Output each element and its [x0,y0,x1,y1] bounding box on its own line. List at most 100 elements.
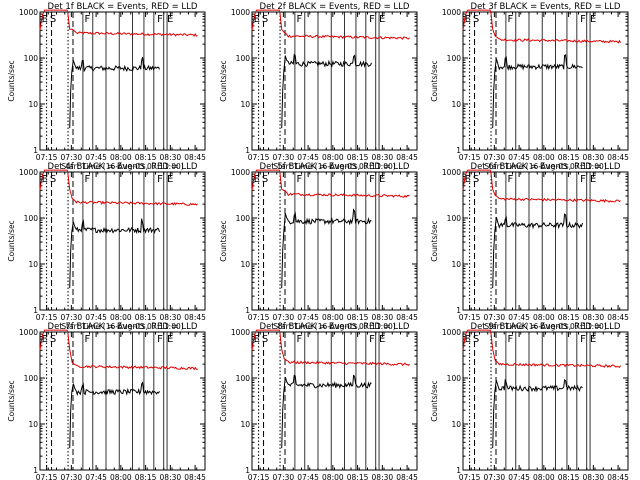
x-tick-label: 07:15 [459,313,481,322]
x-tick-label: 07:30 [273,313,295,322]
y-tick-label: 10 [28,420,38,429]
y-tick-label: 100 [236,374,251,383]
y-tick-label: 1000 [442,8,461,17]
y-tick-label: 1000 [19,168,38,177]
x-tick-label: 08:30 [583,313,605,322]
y-tick-label: 100 [24,54,39,63]
marker-letter: F [369,174,375,185]
events-series-line [69,56,160,129]
y-tick-label: 1 [245,306,250,315]
y-axis-label: Counts/sec [430,220,439,261]
marker-letter: F [297,334,303,345]
x-tick-label: 08:00 [322,473,344,480]
x-tick-label: 08:15 [135,313,157,322]
x-tick-label: 08:15 [135,473,157,480]
y-tick-label: 100 [447,214,462,223]
x-tick-label: 08:00 [322,313,344,322]
x-tick-label: 08:00 [110,473,132,480]
marker-letter: E [465,334,471,345]
panel-5: Det 5f BLACK = Events, RED = LLD 1 10 100 10… [219,162,418,331]
x-tick-label: 08:15 [347,473,369,480]
marker-letter: S [473,334,479,345]
x-tick-label: 08:45 [607,473,629,480]
plot-frame [462,331,629,471]
x-tick-label: 07:30 [273,473,295,480]
x-tick-label: 08:30 [372,473,394,480]
y-tick-label: 1 [456,306,461,315]
y-tick-label: 1000 [442,168,461,177]
x-tick-label: 08:30 [583,153,605,162]
plot-frame [39,11,206,151]
events-series-line [281,208,372,289]
lld-series-line [462,329,622,368]
x-tick-label: 08:00 [110,153,132,162]
marker-letter: F [157,174,163,185]
marker-letter: E [379,14,385,25]
y-axis-label: Counts/sec [219,380,228,421]
y-axis-label: Counts/sec [7,220,16,261]
events-series-line [492,54,583,129]
events-series-line [492,379,583,449]
x-axis-label: Start Time (16-Aug-05 07:11:00) [273,162,395,171]
panel-9: Det 9f BLACK = Events, RED = LLD 1 10 100 10… [430,322,629,480]
plot-frame [462,11,629,151]
plot-frame [251,331,418,471]
x-tick-label: 07:30 [61,153,83,162]
plot-frame [39,331,206,471]
marker-letter: S [473,14,479,25]
marker-letter: F [297,14,303,25]
lld-series-line [462,9,622,44]
y-axis-label: Counts/sec [7,60,16,101]
marker-letter: S [262,334,268,345]
marker-letter: F [85,334,91,345]
x-tick-label: 08:45 [184,313,206,322]
marker-letter: S [473,174,479,185]
x-tick-label: 08:45 [396,313,418,322]
marker-letter: F [297,174,303,185]
x-tick-label: 07:15 [36,473,58,480]
marker-letter: E [42,334,48,345]
marker-letter: F [369,334,375,345]
events-series-line [492,213,583,289]
y-axis-label: Counts/sec [219,220,228,261]
marker-letter: E [167,14,173,25]
panel-title: Det 9f BLACK = Events, RED = LLD [471,322,621,332]
marker-letter: F [85,174,91,185]
panel-title: Det 8f BLACK = Events, RED = LLD [260,322,410,332]
y-tick-label: 1 [456,146,461,155]
marker-letter: F [580,14,586,25]
y-tick-label: 10 [451,100,461,109]
y-tick-label: 100 [236,54,251,63]
lld-series-line [39,169,198,206]
lld-series-line [462,169,621,203]
panel-title: Det 7f BLACK = Events, RED = LLD [48,322,198,332]
marker-letter: F [157,334,163,345]
x-tick-label: 08:45 [607,313,629,322]
x-tick-label: 08:30 [160,473,182,480]
y-tick-label: 1 [245,466,250,475]
lld-series-line [251,169,410,198]
x-axis-label: Start Time (16-Aug-05 07:11:00) [61,322,183,331]
marker-letter: F [508,174,514,185]
events-series-line [69,381,160,449]
plot-frame [251,11,418,151]
marker-letter: E [465,174,471,185]
panel-title: Det 5f BLACK = Events, RED = LLD [260,162,410,172]
y-tick-label: 10 [28,260,38,269]
y-tick-label: 1000 [231,168,250,177]
events-series-line [69,218,160,289]
y-tick-label: 100 [447,374,462,383]
marker-letter: F [85,14,91,25]
panel-title: Det 4f BLACK = Events, RED = LLD [48,162,198,172]
marker-letter: E [254,334,260,345]
y-tick-label: 1 [33,466,38,475]
y-tick-label: 1 [33,306,38,315]
x-tick-label: 08:00 [533,153,555,162]
y-axis-label: Counts/sec [430,60,439,101]
x-tick-label: 08:45 [396,153,418,162]
lld-series-line [251,329,410,367]
x-tick-label: 08:45 [184,153,206,162]
marker-letter: E [42,14,48,25]
marker-letter: E [254,14,260,25]
